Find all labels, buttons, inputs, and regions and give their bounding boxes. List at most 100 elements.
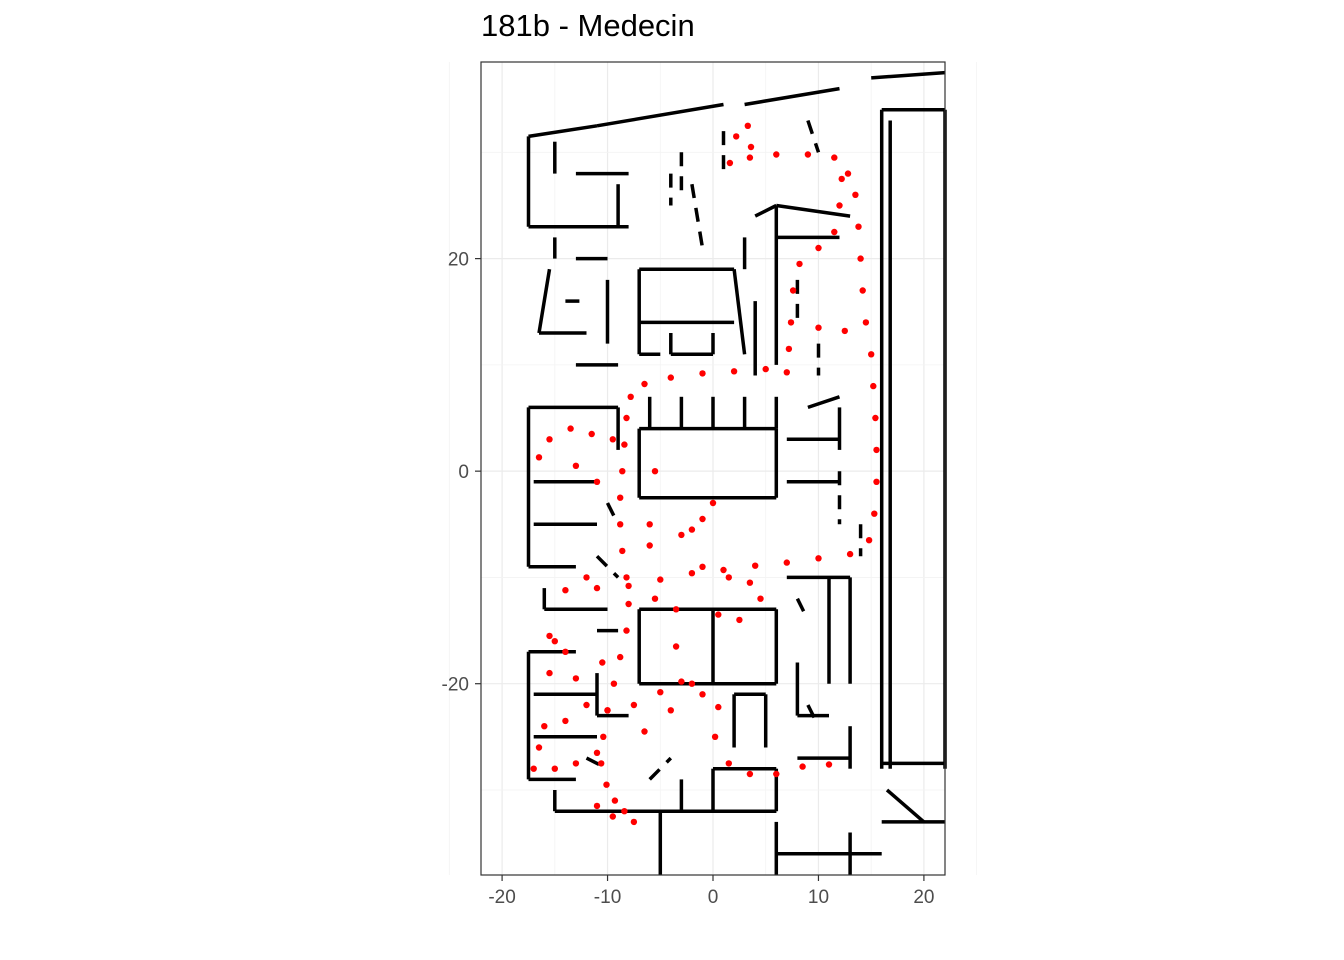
floorplan-door-segment (605, 502, 620, 526)
x-tick-label: -10 (594, 887, 621, 908)
data-point (709, 499, 717, 507)
data-point (868, 351, 875, 358)
data-point (855, 223, 862, 230)
data-point (841, 327, 848, 335)
x-tick-label: 20 (913, 887, 934, 908)
data-point (646, 521, 653, 528)
data-point (799, 763, 806, 770)
data-point (598, 760, 605, 767)
data-point (725, 574, 732, 581)
data-point (699, 515, 706, 523)
floorplan-wall (528, 124, 598, 139)
axis-tick-labels: -20 -10 0 10 20 -20 0 20 (442, 250, 935, 908)
floorplan-door-segment (795, 597, 810, 621)
data-point (857, 255, 864, 262)
data-point (720, 566, 727, 574)
data-point (567, 425, 574, 432)
data-point (789, 287, 797, 294)
x-tick-label: 10 (808, 887, 829, 908)
data-point (535, 744, 543, 751)
data-point (688, 680, 696, 687)
data-point (859, 287, 866, 294)
axis-ticks (475, 258, 925, 881)
floorplan-walls (526, 70, 947, 875)
data-point (623, 627, 630, 634)
data-point (871, 510, 878, 517)
trajectory-points (530, 122, 880, 826)
data-point (785, 345, 793, 353)
y-tick-label: 0 (458, 462, 469, 483)
data-point (562, 587, 569, 594)
data-point (711, 733, 719, 740)
data-point (609, 436, 616, 443)
data-point (651, 595, 659, 602)
data-point (667, 707, 674, 714)
data-point (572, 462, 580, 469)
data-point (836, 202, 843, 209)
floorplan-wall (871, 70, 946, 80)
floorplan-wall (807, 395, 841, 410)
data-point (593, 749, 601, 756)
data-point (678, 531, 685, 539)
floorplan-door-segment (690, 183, 705, 249)
data-point (627, 393, 634, 400)
data-point (804, 151, 812, 158)
floorplan-wall (744, 86, 840, 107)
floorplan-door-segment (648, 756, 673, 781)
data-point (541, 723, 548, 730)
data-point (535, 454, 543, 461)
data-point (752, 562, 759, 569)
data-point (562, 648, 569, 655)
data-point (551, 638, 558, 645)
data-point (546, 669, 553, 677)
data-point (746, 154, 754, 161)
data-point (583, 574, 590, 581)
data-point (657, 576, 664, 583)
data-point (762, 365, 769, 373)
data-point (672, 643, 680, 650)
x-tick-label: 0 (708, 887, 719, 908)
data-point (604, 707, 611, 714)
data-point (815, 555, 822, 562)
data-point (651, 468, 659, 475)
data-point (872, 414, 879, 422)
data-point (725, 760, 732, 767)
floorplan-door-segment (585, 756, 609, 771)
floorplan-wall (885, 788, 926, 824)
data-point (572, 675, 580, 682)
data-point (593, 802, 601, 810)
y-tick-label: 20 (448, 250, 469, 271)
data-point (865, 537, 873, 544)
data-point (603, 781, 610, 788)
floorplan-wall (754, 203, 778, 218)
data-point (815, 244, 822, 252)
data-point (699, 370, 706, 377)
data-point (744, 122, 751, 129)
data-point (787, 319, 795, 326)
x-tick-label: -20 (488, 887, 515, 908)
data-point (688, 526, 696, 533)
floorplan-door-segment (595, 554, 620, 579)
data-point (610, 680, 618, 687)
floorplan-wall (776, 203, 851, 218)
floorplan-wall (732, 268, 747, 355)
data-point (551, 765, 558, 772)
data-point (619, 468, 626, 475)
data-point (530, 765, 537, 772)
data-point (617, 653, 624, 661)
data-point (852, 191, 859, 198)
data-point (617, 521, 624, 528)
floorplan-door-segment (806, 119, 821, 153)
data-point (699, 563, 706, 570)
data-point (609, 813, 616, 820)
data-point (844, 170, 852, 177)
data-point (747, 143, 755, 151)
data-point (757, 595, 764, 602)
data-point (588, 430, 595, 438)
data-point (583, 701, 590, 709)
data-point (630, 701, 638, 709)
data-point (630, 818, 638, 826)
data-point (641, 728, 648, 735)
data-point (773, 770, 780, 778)
